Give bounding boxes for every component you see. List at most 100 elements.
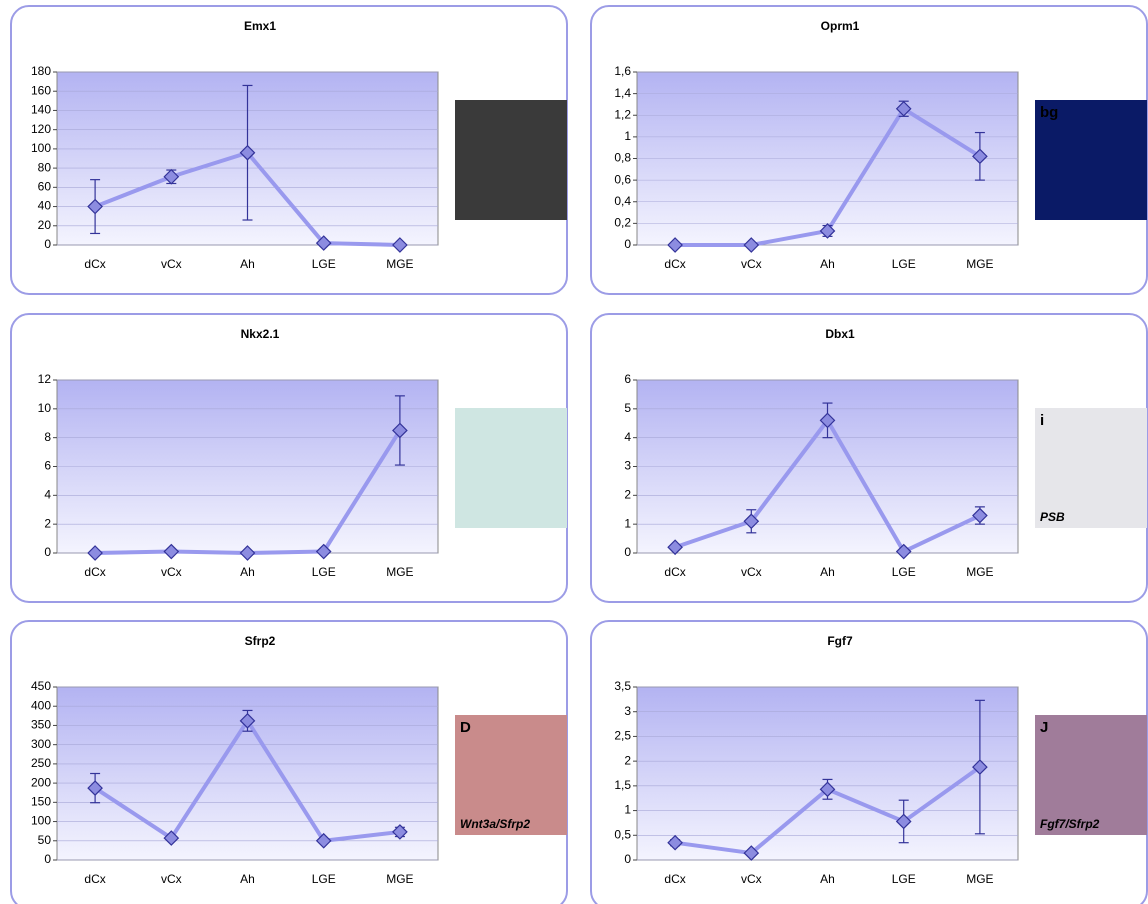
y-tick-label: 6 — [44, 459, 51, 473]
y-tick-label: 350 — [31, 718, 51, 732]
y-tick-label: 4 — [624, 430, 631, 444]
y-tick-label: 2,5 — [614, 729, 631, 743]
x-tick-label: MGE — [966, 872, 993, 886]
y-tick-label: 400 — [31, 698, 51, 712]
x-tick-label: vCx — [161, 872, 182, 886]
chart-title: Sfrp2 — [245, 634, 276, 648]
y-tick-label: 2 — [624, 488, 631, 502]
y-tick-label: 2 — [624, 753, 631, 767]
y-tick-label: 150 — [31, 795, 51, 809]
y-tick-label: 50 — [38, 833, 52, 847]
y-tick-label: 2 — [44, 516, 51, 530]
y-tick-label: 6 — [624, 372, 631, 386]
x-tick-label: Ah — [240, 872, 255, 886]
image-label: Wnt3a/Sfrp2 — [460, 817, 530, 831]
chart-title: Oprm1 — [821, 19, 860, 33]
y-tick-label: 3 — [624, 704, 631, 718]
y-tick-label: 300 — [31, 737, 51, 751]
y-tick-label: 1,5 — [614, 778, 631, 792]
image-label: PSB — [1040, 510, 1065, 524]
y-tick-label: 1,2 — [614, 107, 631, 121]
x-tick-label: LGE — [312, 257, 336, 271]
chart-title: Nkx2.1 — [241, 327, 280, 341]
micrograph — [455, 408, 567, 528]
y-tick-label: 8 — [44, 430, 51, 444]
x-tick-label: LGE — [892, 872, 916, 886]
figure: Emx1020406080100120140160180dCxvCxAhLGEM… — [0, 0, 1148, 904]
x-tick-label: vCx — [741, 257, 762, 271]
y-tick-label: 450 — [31, 679, 51, 693]
y-tick-label: 0 — [44, 852, 51, 866]
y-tick-label: 0,8 — [614, 151, 631, 165]
y-tick-label: 0 — [44, 237, 51, 251]
image-label: Fgf7/Sfrp2 — [1040, 817, 1100, 831]
chart-title: Fgf7 — [827, 634, 853, 648]
x-tick-label: MGE — [966, 257, 993, 271]
x-tick-label: dCx — [84, 872, 105, 886]
y-tick-label: 0,6 — [614, 172, 631, 186]
y-tick-label: 1 — [624, 803, 631, 817]
y-tick-label: 10 — [38, 401, 52, 415]
x-tick-label: vCx — [741, 565, 762, 579]
y-tick-label: 60 — [38, 180, 52, 194]
image-label: D — [460, 719, 471, 736]
y-tick-label: 0 — [624, 237, 631, 251]
x-tick-label: Ah — [240, 257, 255, 271]
x-tick-label: LGE — [312, 872, 336, 886]
y-tick-label: 0,5 — [614, 827, 631, 841]
chart-panel: Dbx1 0 1 2 3 4 5 6 dCx vCx Ah LGE MGE i PSB — [591, 314, 1147, 602]
x-tick-label: MGE — [386, 257, 413, 271]
y-tick-label: 3 — [624, 459, 631, 473]
x-tick-label: dCx — [664, 565, 685, 579]
x-tick-label: MGE — [966, 565, 993, 579]
micrograph — [455, 100, 567, 220]
y-tick-label: 100 — [31, 141, 51, 155]
y-tick-label: 4 — [44, 488, 51, 502]
x-tick-label: Ah — [820, 565, 835, 579]
y-tick-label: 200 — [31, 775, 51, 789]
y-tick-label: 0 — [44, 545, 51, 559]
chart-panel: Sfrp2 0 50 100 150 200 250 300 350 400 450 dCx vCx Ah… — [11, 621, 567, 904]
y-tick-label: 1 — [624, 516, 631, 530]
y-tick-label: 5 — [624, 401, 631, 415]
y-tick-label: 12 — [38, 372, 52, 386]
y-tick-label: 160 — [31, 83, 51, 97]
y-tick-label: 140 — [31, 103, 51, 117]
y-tick-label: 3,5 — [614, 679, 631, 693]
x-tick-label: vCx — [741, 872, 762, 886]
x-tick-label: LGE — [892, 565, 916, 579]
chart-panel: Emx1 0 20 40 60 80 100 120 140 160 180 dCx vCx Ah LGE M… — [11, 6, 567, 294]
chart-title: Dbx1 — [825, 327, 855, 341]
x-tick-label: dCx — [664, 872, 685, 886]
x-tick-label: LGE — [312, 565, 336, 579]
image-label: i — [1040, 412, 1044, 429]
y-tick-label: 40 — [38, 199, 52, 213]
image-label: bg — [1040, 104, 1058, 121]
x-tick-label: LGE — [892, 257, 916, 271]
x-tick-label: dCx — [84, 565, 105, 579]
y-tick-label: 80 — [38, 160, 52, 174]
x-tick-label: Ah — [820, 257, 835, 271]
x-tick-label: MGE — [386, 872, 413, 886]
chart-title: Emx1 — [244, 19, 276, 33]
y-tick-label: 100 — [31, 814, 51, 828]
x-tick-label: vCx — [161, 565, 182, 579]
x-tick-label: dCx — [664, 257, 685, 271]
y-tick-label: 0,2 — [614, 216, 631, 230]
y-tick-label: 180 — [31, 64, 51, 78]
y-tick-label: 250 — [31, 756, 51, 770]
image-label: J — [1040, 719, 1048, 736]
x-tick-label: Ah — [240, 565, 255, 579]
y-tick-label: 0,4 — [614, 194, 631, 208]
y-tick-label: 0 — [624, 852, 631, 866]
x-tick-label: dCx — [84, 257, 105, 271]
y-tick-label: 120 — [31, 122, 51, 136]
y-tick-label: 1,6 — [614, 64, 631, 78]
x-tick-label: vCx — [161, 257, 182, 271]
y-tick-label: 1,4 — [614, 86, 631, 100]
y-tick-label: 20 — [38, 218, 52, 232]
y-tick-label: 0 — [624, 545, 631, 559]
